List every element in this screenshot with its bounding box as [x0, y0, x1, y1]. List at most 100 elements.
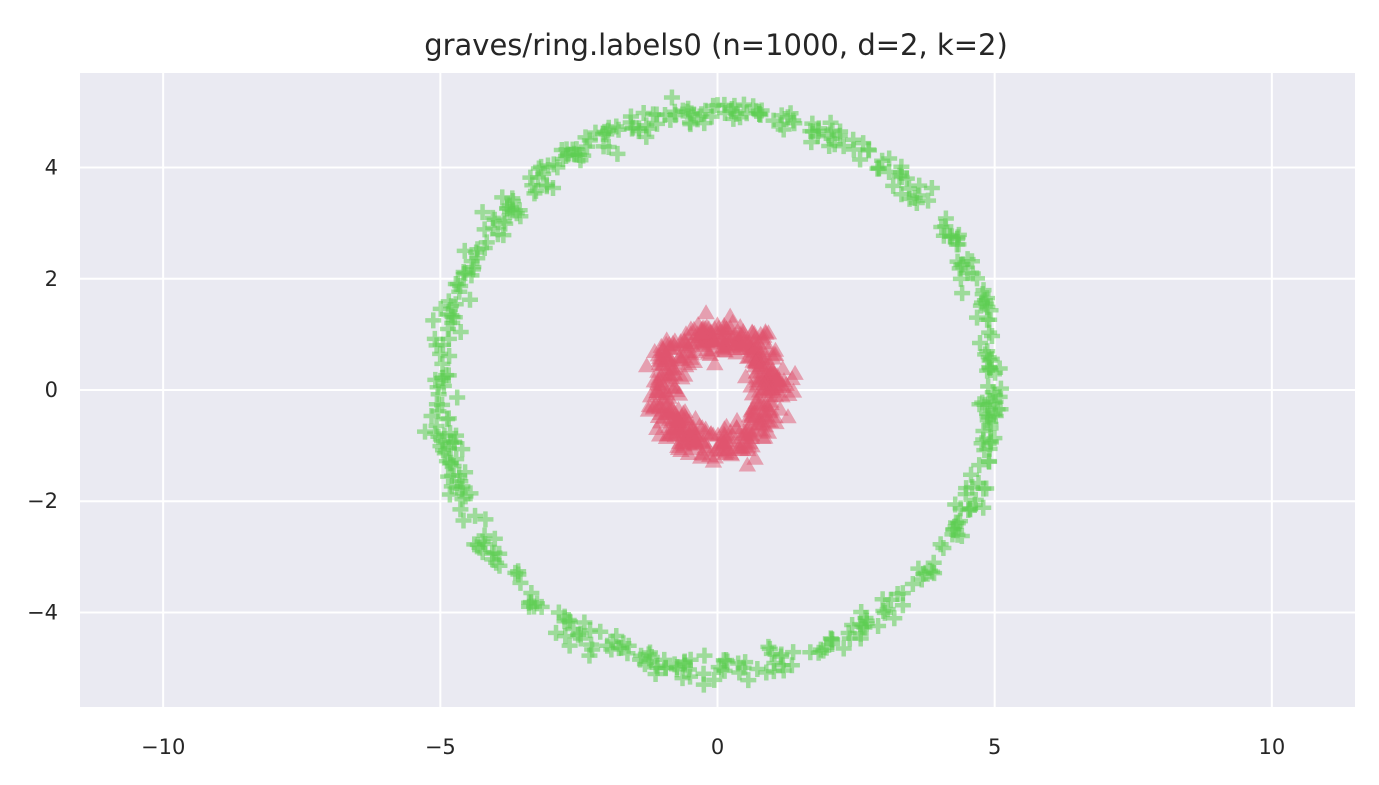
- point-marker: [615, 635, 632, 652]
- point-marker: [948, 236, 965, 253]
- point-marker: [765, 112, 782, 129]
- point-marker: [682, 116, 699, 133]
- point-marker: [858, 615, 875, 632]
- point-marker: [962, 501, 979, 518]
- point-marker: [980, 453, 997, 470]
- point-marker: [710, 659, 727, 676]
- point-marker: [680, 661, 697, 678]
- point-marker: [636, 656, 653, 673]
- point-marker: [756, 428, 774, 444]
- point-marker: [486, 530, 503, 547]
- point-marker: [740, 672, 757, 689]
- point-marker: [462, 485, 479, 502]
- point-marker: [893, 158, 910, 175]
- point-marker: [600, 139, 617, 156]
- point-marker: [657, 660, 674, 677]
- point-marker: [779, 408, 797, 424]
- point-marker: [477, 511, 494, 528]
- point-marker: [742, 426, 761, 442]
- point-marker: [452, 501, 469, 518]
- point-marker: [658, 331, 676, 347]
- point-marker: [894, 597, 911, 614]
- point-marker: [697, 304, 715, 320]
- point-marker: [945, 521, 962, 538]
- point-marker: [533, 598, 550, 615]
- point-marker: [432, 300, 449, 317]
- y-axis-ticks: −4 −2 0 2 4: [27, 156, 58, 625]
- point-marker: [717, 432, 735, 448]
- point-marker: [881, 164, 898, 180]
- point-marker: [752, 356, 771, 372]
- point-marker: [656, 107, 673, 124]
- x-tick-label: 10: [1258, 735, 1285, 759]
- point-marker: [774, 377, 792, 393]
- point-marker: [445, 457, 462, 474]
- point-marker: [423, 408, 440, 425]
- point-marker: [901, 190, 918, 207]
- point-marker: [527, 182, 544, 199]
- point-marker: [982, 420, 999, 437]
- point-marker: [676, 403, 694, 419]
- point-marker: [426, 330, 443, 347]
- point-marker: [427, 425, 444, 442]
- point-marker: [732, 337, 751, 353]
- point-marker: [665, 365, 683, 381]
- point-marker: [731, 325, 749, 341]
- point-marker: [434, 442, 451, 459]
- point-marker: [737, 654, 754, 671]
- point-marker: [649, 346, 668, 362]
- point-marker: [429, 379, 446, 396]
- point-marker: [622, 108, 639, 125]
- point-marker: [495, 227, 512, 244]
- point-marker: [882, 591, 899, 608]
- point-marker: [852, 151, 869, 168]
- point-marker: [648, 383, 666, 399]
- point-marker: [893, 186, 910, 203]
- point-marker: [560, 612, 577, 629]
- point-marker: [679, 338, 697, 354]
- point-marker: [442, 425, 459, 442]
- point-marker: [706, 355, 724, 371]
- point-marker: [440, 330, 457, 347]
- point-marker: [444, 314, 461, 331]
- point-marker: [709, 97, 726, 114]
- point-marker: [937, 218, 954, 235]
- point-marker: [449, 276, 466, 293]
- point-marker: [935, 540, 952, 557]
- x-axis-ticks: −10 −5 0 5 10: [141, 735, 1285, 759]
- point-marker: [978, 295, 995, 312]
- point-marker: [910, 560, 927, 577]
- point-marker: [449, 389, 466, 406]
- chart-title: graves/ring.labels0 (n=1000, d=2, k=2): [424, 28, 1008, 62]
- point-marker: [972, 334, 989, 351]
- point-marker: [841, 630, 858, 647]
- point-marker: [881, 150, 898, 167]
- point-marker: [672, 351, 691, 367]
- point-marker: [609, 145, 626, 162]
- point-marker: [953, 528, 970, 545]
- point-marker: [696, 647, 713, 664]
- point-marker: [657, 429, 676, 445]
- point-marker: [538, 178, 555, 195]
- point-marker: [610, 121, 627, 138]
- point-marker: [783, 370, 801, 386]
- point-marker: [510, 563, 527, 580]
- point-marker: [466, 536, 483, 553]
- point-marker: [570, 626, 587, 643]
- point-marker: [488, 554, 505, 571]
- point-marker: [746, 449, 764, 465]
- x-tick-label: −10: [141, 735, 185, 759]
- point-marker: [913, 571, 930, 588]
- point-marker: [670, 385, 689, 401]
- point-marker: [980, 378, 997, 395]
- point-marker: [548, 624, 565, 641]
- point-marker: [736, 368, 755, 384]
- point-marker: [704, 334, 722, 350]
- point-marker: [439, 411, 456, 428]
- y-tick-label: 4: [45, 156, 58, 180]
- point-marker: [923, 180, 940, 197]
- point-marker: [581, 647, 598, 664]
- x-tick-label: 0: [711, 735, 724, 759]
- point-marker: [904, 575, 921, 592]
- point-marker: [766, 365, 784, 381]
